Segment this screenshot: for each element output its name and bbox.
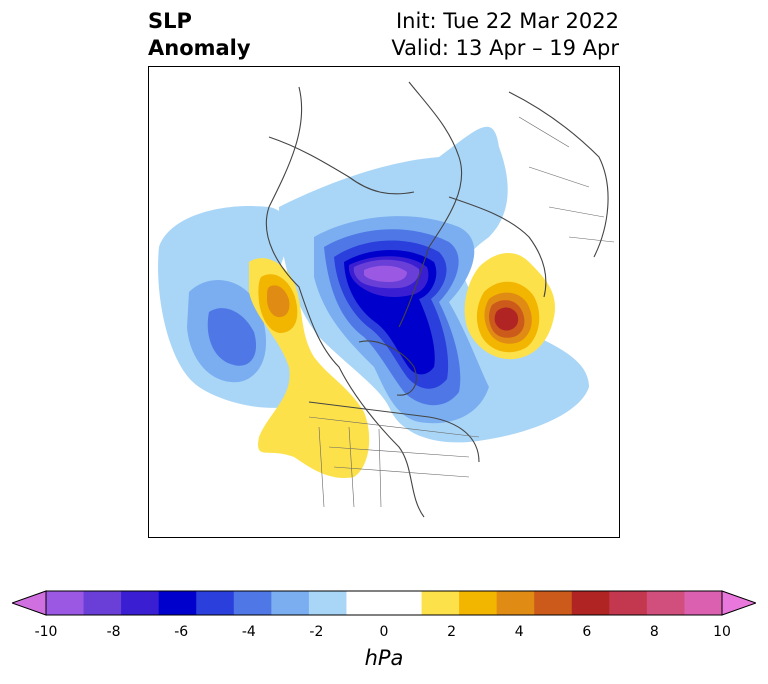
colorbar-bin [421,591,460,615]
colorbar-tick-label: -8 [106,624,121,640]
colorbar-bin [196,591,235,615]
colorbar-tick-label: -6 [174,624,189,640]
colorbar-bin [571,591,610,615]
colorbar-bin [271,591,310,615]
colorbar-bin [158,591,197,615]
country-borders [308,116,615,508]
colorbar-tick-label: 4 [514,624,524,640]
colorbar-low-extend [12,590,47,616]
colorbar-tick-label: 6 [582,624,592,640]
init-date: Init: Tue 22 Mar 2022 [395,9,619,33]
colorbar-tick-label: -2 [309,624,324,640]
colorbar-bin [496,591,535,615]
colorbar-bin [83,591,122,615]
title-line-1: SLP [148,9,192,33]
colorbar-bin [534,591,573,615]
colorbar-tick-label: 0 [379,624,389,640]
pacific-negative-anomaly-core [207,308,257,366]
colorbar-frame [45,590,723,616]
colorbar-bin [459,591,498,615]
colorbar-bin [684,591,723,615]
colorbar-unit-label: hPa [364,646,404,670]
title-line-2: Anomaly [148,36,251,60]
map-canvas [158,81,615,518]
colorbar [12,590,756,616]
europe-positive-anomaly-core [494,307,519,331]
forecast-dates: Init: Tue 22 Mar 2022 Valid: 13 Apr – 19… [391,8,619,62]
coastlines [265,81,609,518]
chart-title: SLP Anomaly [148,8,251,62]
colorbar-bin [233,591,272,615]
colorbar-bin [646,591,685,615]
colorbar-bins [46,591,723,615]
colorbar-tick-label: -10 [34,624,58,640]
colorbar-tick-label: 2 [447,624,457,640]
colorbar-bin [384,591,423,615]
colorbar-tick-label: -4 [241,624,256,640]
anomaly-map [148,66,620,538]
colorbar-tick-label: 8 [649,624,659,640]
colorbar-bin [121,591,160,615]
colorbar-bin [308,591,347,615]
westcoast-positive-anomaly-core [267,285,290,318]
valid-range: Valid: 13 Apr – 19 Apr [391,36,619,60]
colorbar-bin [46,591,85,615]
colorbar-high-extend [721,590,756,616]
arctic-negative-anomaly-core [364,265,407,282]
colorbar-tick-label: 10 [713,624,731,640]
colorbar-bin [609,591,648,615]
colorbar-bin [346,591,385,615]
